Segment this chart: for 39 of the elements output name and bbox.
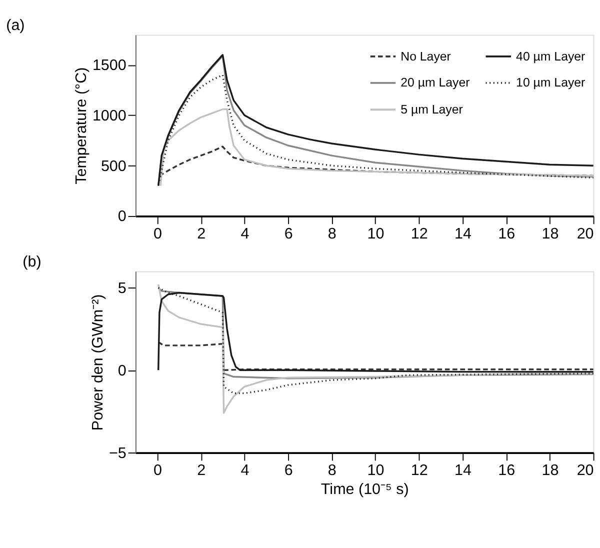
x-tick-label: 0 xyxy=(153,462,162,479)
x-tick-label: 12 xyxy=(410,225,428,242)
x-tick-label: 14 xyxy=(454,462,472,479)
x-tick-label: 18 xyxy=(542,462,559,479)
y-tick-label: −5 xyxy=(109,444,126,462)
x-tick-label: 18 xyxy=(542,225,559,242)
x-tick-label: 4 xyxy=(240,462,250,479)
x-axis-title: Time (10⁻⁵ s) xyxy=(320,481,409,498)
legend-label: 5 µm Layer xyxy=(400,102,463,116)
y-tick-label: 5 xyxy=(118,280,126,298)
x-tick-label: 16 xyxy=(498,462,516,479)
x-tick-label: 6 xyxy=(284,225,293,242)
x-tick-label: 2 xyxy=(197,225,206,242)
x-tick-label: 14 xyxy=(454,225,472,242)
x-tick-label: 20 xyxy=(576,225,594,242)
x-tick-label: 8 xyxy=(328,462,336,479)
y-axis-title: Power den (GWm⁻²) xyxy=(89,294,106,431)
x-tick-label: 10 xyxy=(367,462,384,479)
x-tick-label: 16 xyxy=(498,225,516,242)
x-tick-label: 2 xyxy=(197,462,206,479)
y-tick-label: 0 xyxy=(118,208,126,226)
legend-label: 40 µm Layer xyxy=(516,49,586,64)
y-tick-label: 500 xyxy=(100,158,126,175)
x-tick-label: 10 xyxy=(367,225,384,242)
y-axis-title: Temperature (°C) xyxy=(72,67,90,184)
legend-label: 20 µm Layer xyxy=(400,76,470,90)
x-tick-label: 20 xyxy=(576,462,594,479)
legend-label: No Layer xyxy=(400,49,451,64)
y-tick-label: 1000 xyxy=(92,108,126,125)
x-tick-label: 12 xyxy=(410,462,428,479)
x-tick-label: 0 xyxy=(153,225,162,242)
x-tick-label: 6 xyxy=(284,462,293,479)
y-tick-label: 1500 xyxy=(92,57,126,74)
x-tick-label: 8 xyxy=(328,225,336,242)
chart-title: (b) xyxy=(22,254,42,271)
y-tick-label: 0 xyxy=(118,362,126,380)
legend-label: 10 µm Layer xyxy=(516,76,586,90)
x-tick-label: 4 xyxy=(240,225,250,242)
chart-title: (a) xyxy=(6,16,25,34)
